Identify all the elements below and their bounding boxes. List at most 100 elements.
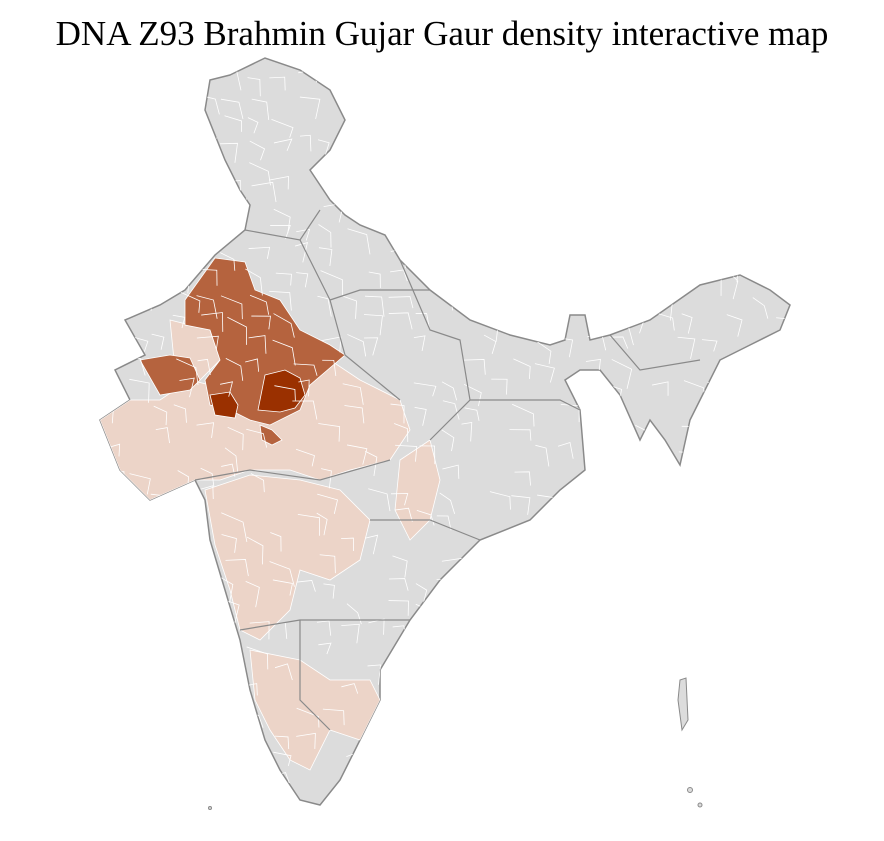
high-density-region-kota[interactable] bbox=[257, 369, 306, 413]
low-density-region-south[interactable] bbox=[249, 649, 381, 771]
district-border-line bbox=[585, 425, 602, 448]
district-border-line bbox=[347, 228, 371, 255]
low-density-region-gujarat-mp[interactable] bbox=[100, 349, 411, 501]
district-border-line bbox=[580, 553, 602, 579]
district-border-line bbox=[653, 645, 675, 668]
district-border-line bbox=[606, 72, 622, 92]
district-border-line bbox=[390, 403, 405, 424]
district-border-line bbox=[628, 180, 654, 203]
district-border-line bbox=[487, 732, 508, 754]
district-border-line bbox=[559, 670, 577, 698]
district-border-line bbox=[103, 773, 120, 794]
district-border-line bbox=[296, 707, 320, 728]
district-border-line bbox=[659, 690, 680, 718]
district-border-line bbox=[635, 69, 651, 86]
district-border-line bbox=[556, 97, 577, 113]
medium-density-region-jaisalmer[interactable] bbox=[139, 354, 201, 396]
district-border-line bbox=[461, 290, 487, 306]
district-border-line bbox=[148, 684, 166, 704]
district-border-line bbox=[394, 801, 412, 805]
district-border-line bbox=[173, 404, 187, 423]
district-border-line bbox=[323, 583, 335, 599]
district-border-line bbox=[246, 428, 268, 448]
district-border-line bbox=[514, 93, 534, 112]
andaman-nicobar-islands bbox=[208, 677, 703, 810]
district-border-line bbox=[414, 826, 436, 841]
district-border-line bbox=[559, 183, 578, 204]
district-border-line bbox=[153, 94, 177, 114]
medium-density-region-mp[interactable] bbox=[259, 424, 283, 446]
district-border-line bbox=[250, 473, 265, 493]
district-border-line bbox=[653, 245, 676, 269]
district-border-line bbox=[463, 383, 482, 407]
district-border-line bbox=[633, 226, 658, 241]
district-border-line bbox=[533, 229, 556, 251]
district-border-line bbox=[198, 268, 218, 286]
district-border-line bbox=[196, 758, 216, 773]
district-border-line bbox=[753, 558, 772, 586]
district-border-line bbox=[196, 117, 209, 133]
district-border-line bbox=[441, 140, 466, 163]
district-border-line bbox=[174, 141, 189, 166]
district-border-line bbox=[413, 92, 433, 108]
district-border-line bbox=[683, 248, 703, 263]
district-border-line bbox=[131, 580, 152, 597]
district-border-line bbox=[580, 405, 603, 429]
district-border-line bbox=[728, 92, 749, 116]
district-border-line bbox=[799, 689, 814, 707]
district-border-line bbox=[224, 115, 242, 132]
district-border-line bbox=[388, 296, 414, 309]
district-border-line bbox=[441, 710, 454, 723]
district-border-line bbox=[751, 359, 765, 375]
district-border-line bbox=[514, 471, 531, 486]
district-border-line bbox=[772, 248, 790, 262]
district-border-line bbox=[418, 801, 439, 805]
district-border-line bbox=[607, 444, 620, 459]
district-border-line bbox=[415, 73, 432, 97]
district-border-line bbox=[804, 120, 825, 134]
district-border-line bbox=[752, 96, 768, 116]
district-border-line bbox=[148, 230, 163, 246]
district-border-line bbox=[154, 117, 167, 139]
district-border-line bbox=[104, 70, 118, 84]
district-border-line bbox=[488, 272, 502, 294]
district-border-line bbox=[130, 647, 145, 659]
district-border-line bbox=[513, 556, 533, 577]
district-border-line bbox=[610, 226, 635, 244]
district-border-line bbox=[581, 685, 600, 700]
district-border-line bbox=[365, 450, 378, 477]
district-border-line bbox=[751, 248, 774, 265]
district-border-line bbox=[490, 645, 505, 663]
district-border-line bbox=[248, 335, 267, 354]
district-border-line bbox=[104, 669, 125, 695]
district-border-line bbox=[724, 824, 735, 841]
district-border-line bbox=[681, 159, 709, 183]
district-border-line bbox=[317, 139, 330, 159]
district-border-line bbox=[390, 95, 414, 118]
district-border-line bbox=[729, 114, 746, 136]
district-border-line bbox=[508, 186, 522, 202]
district-border-line bbox=[274, 385, 296, 401]
district-border-line bbox=[584, 182, 604, 195]
district-border-line bbox=[294, 242, 308, 263]
district-border-line bbox=[802, 490, 827, 510]
district-border-line bbox=[611, 401, 624, 427]
district-border-line bbox=[630, 619, 649, 631]
district-border-line bbox=[491, 143, 502, 163]
low-density-region-maharashtra[interactable] bbox=[204, 474, 371, 641]
district-border-line bbox=[107, 735, 129, 756]
district-border-line bbox=[203, 595, 215, 612]
district-border-line bbox=[363, 314, 383, 336]
district-border-line bbox=[511, 403, 535, 427]
district-border-line bbox=[752, 423, 764, 440]
district-border-line bbox=[178, 290, 201, 313]
high-density-region-chittorgarh[interactable] bbox=[209, 391, 239, 419]
district-border-line bbox=[751, 798, 767, 805]
district-border-line bbox=[775, 581, 790, 604]
district-border-line bbox=[730, 359, 744, 374]
district-border-line bbox=[730, 777, 752, 801]
district-border-line bbox=[295, 448, 315, 467]
district-border-line bbox=[270, 532, 282, 552]
district-border-line bbox=[700, 208, 722, 228]
